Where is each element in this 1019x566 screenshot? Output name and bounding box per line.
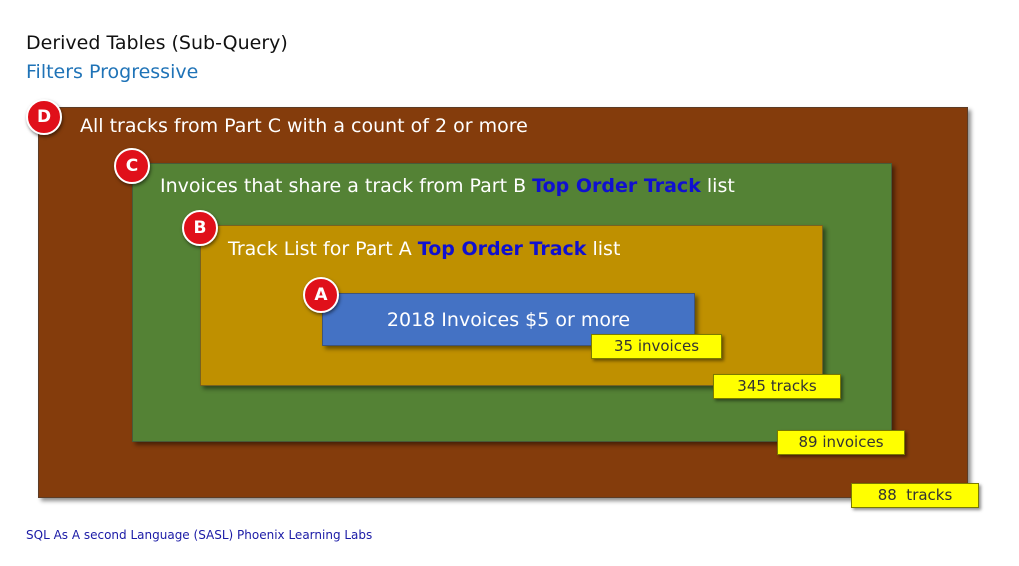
- level-a-label: 2018 Invoices $5 or more: [386, 309, 631, 331]
- count-a-note: 35 invoices: [591, 334, 722, 359]
- level-c-label: Invoices that share a track from Part B …: [160, 175, 735, 197]
- level-c-highlight: Top Order Track: [532, 175, 701, 197]
- level-b-highlight: Top Order Track: [417, 238, 587, 260]
- level-b-text: Track List for Part A: [228, 238, 412, 260]
- count-c-note: 89 invoices: [777, 430, 905, 455]
- level-d-label: All tracks from Part C with a count of 2…: [80, 115, 528, 137]
- page-subtitle: Filters Progressive: [26, 61, 199, 83]
- level-b-text-after: list: [592, 238, 621, 260]
- footer-credit: SQL As A second Language (SASL) Phoenix …: [26, 528, 373, 542]
- level-a-badge: A: [303, 277, 339, 313]
- level-b-label: Track List for Part A Top Order Track li…: [228, 238, 620, 260]
- level-c-text-after: list: [706, 175, 735, 197]
- level-d-badge: D: [26, 99, 62, 135]
- level-b-badge: B: [182, 210, 218, 246]
- level-c-text: Invoices that share a track from Part B: [160, 175, 527, 197]
- count-b-note: 345 tracks: [713, 374, 841, 399]
- count-d-note: 88 tracks: [851, 483, 979, 508]
- page-title: Derived Tables (Sub-Query): [26, 32, 288, 54]
- level-c-badge: C: [114, 148, 150, 184]
